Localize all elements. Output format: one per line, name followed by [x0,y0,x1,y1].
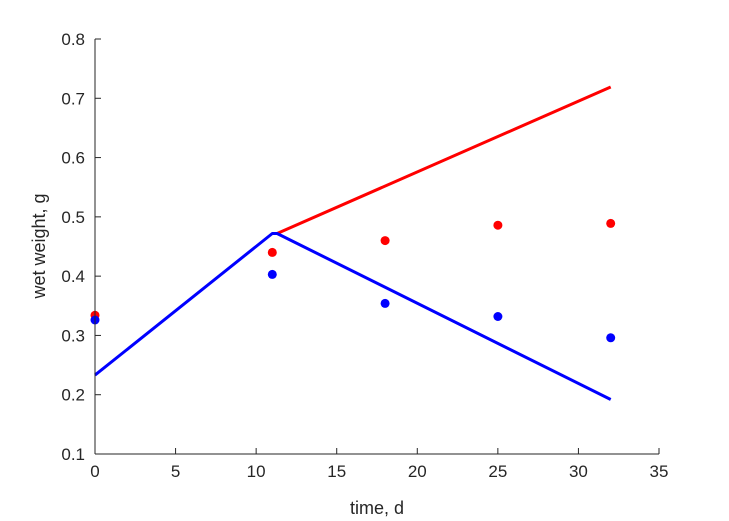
y-ticks: 0.1 0.2 0.3 0.4 0.5 0.6 0.7 0.8 [61,30,101,464]
y-tick-label: 0.3 [61,326,85,345]
data-point-2 [493,312,503,321]
y-axis-label: wet weight, g [29,193,49,299]
x-tick-label: 30 [569,462,588,481]
x-tick-label: 15 [327,462,346,481]
x-tick-label: 35 [650,462,669,481]
y-tick-label: 0.2 [61,386,85,405]
plot-area [90,85,616,401]
x-tick-label: 25 [488,462,507,481]
y-tick-label: 0.5 [61,208,85,227]
data-point-1 [606,218,616,228]
y-tick-label: 0.4 [61,267,85,286]
x-ticks: 0 5 10 15 20 25 30 35 [90,448,668,481]
axes [94,39,659,455]
y-tick-label: 0.8 [61,30,85,49]
data-point-2 [267,269,277,279]
y-tick-label: 0.1 [61,445,85,464]
data-point-1 [267,247,277,257]
x-tick-label: 20 [408,462,427,481]
data-point-2 [380,298,390,308]
series-line-1 [272,85,612,235]
x-tick-label: 5 [171,462,180,481]
data-point-1 [380,236,390,246]
series-line-2 [94,232,612,401]
y-tick-label: 0.6 [61,149,85,168]
data-point-1 [493,220,503,230]
y-tick-label: 0.7 [61,89,85,108]
data-point-2 [606,333,616,343]
x-axis-label: time, d [350,498,404,518]
x-tick-label: 0 [90,462,99,481]
x-tick-label: 10 [247,462,266,481]
